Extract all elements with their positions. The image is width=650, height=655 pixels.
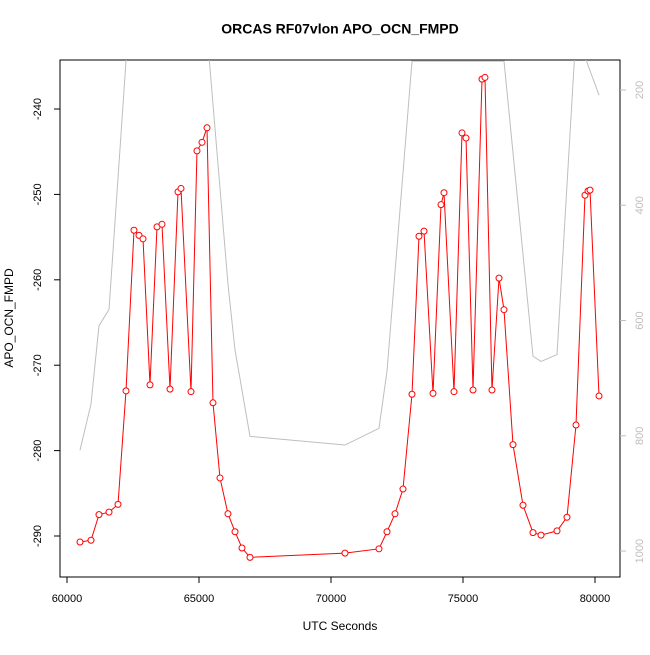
data-point: [429, 389, 437, 397]
data-point: [586, 186, 594, 194]
data-point: [440, 189, 448, 197]
data-point: [158, 220, 166, 228]
y-tick-label: -240: [32, 98, 44, 120]
data-point: [553, 527, 561, 535]
data-point: [76, 538, 84, 546]
data-point: [399, 485, 407, 493]
data-point: [105, 508, 113, 516]
y2-tick-label: 800: [634, 427, 646, 445]
data-point: [198, 138, 206, 146]
data-point: [420, 227, 428, 235]
data-point: [495, 274, 503, 282]
data-point: [375, 545, 383, 553]
x-tick-label: 80000: [580, 593, 611, 605]
data-point: [139, 235, 147, 243]
y2-tick-label: 200: [634, 81, 646, 99]
data-point: [519, 501, 527, 509]
data-point: [458, 129, 466, 137]
x-tick-label: 65000: [184, 593, 215, 605]
data-point: [500, 306, 508, 314]
data-point: [529, 529, 537, 537]
y2-tick-label: 600: [634, 311, 646, 329]
data-point: [238, 544, 246, 552]
data-point: [537, 531, 545, 539]
data-point: [509, 441, 517, 449]
data-point: [203, 124, 211, 132]
plot-frame: [59, 59, 621, 578]
data-point: [488, 386, 496, 394]
data-point: [177, 184, 185, 192]
data-point: [166, 385, 174, 393]
data-point: [187, 388, 195, 396]
y-tick-label: -270: [32, 354, 44, 376]
y-tick-label: -280: [32, 440, 44, 462]
data-point: [246, 553, 254, 561]
x-axis-label: UTC Seconds: [303, 619, 378, 633]
x-tick-label: 70000: [316, 593, 347, 605]
x-tick-label: 60000: [52, 593, 83, 605]
plot-area: [76, 60, 603, 561]
data-point: [481, 73, 489, 81]
data-point: [595, 392, 603, 400]
y-tick-label: -250: [32, 183, 44, 205]
data-point: [122, 387, 130, 395]
data-point: [224, 510, 232, 518]
x-tick-label: 75000: [448, 593, 479, 605]
y-axis-label: APO_OCN_FMPD: [2, 268, 16, 368]
series-line: [79, 60, 600, 451]
y2-tick-label: 1000: [634, 539, 646, 563]
data-point: [231, 528, 239, 536]
data-point: [572, 421, 580, 429]
data-point: [193, 147, 201, 155]
data-point: [391, 510, 399, 518]
data-point: [437, 201, 445, 209]
data-point: [114, 500, 122, 508]
data-point: [469, 386, 477, 394]
data-point: [408, 390, 416, 398]
data-point: [209, 399, 217, 407]
y-tick-label: -290: [32, 525, 44, 547]
series-line: [79, 76, 600, 558]
data-point: [462, 134, 470, 142]
data-point: [95, 511, 103, 519]
chart-title: ORCAS RF07vlon APO_OCN_FMPD: [221, 21, 459, 37]
data-point: [130, 226, 138, 234]
data-point: [450, 388, 458, 396]
data-point: [341, 549, 349, 557]
data-point: [87, 536, 95, 544]
data-point: [216, 474, 224, 482]
y-tick-label: -260: [32, 269, 44, 291]
data-point: [563, 513, 571, 521]
data-point: [146, 381, 154, 389]
data-point: [383, 528, 391, 536]
y2-tick-label: 400: [634, 196, 646, 214]
data-point: [415, 232, 423, 240]
